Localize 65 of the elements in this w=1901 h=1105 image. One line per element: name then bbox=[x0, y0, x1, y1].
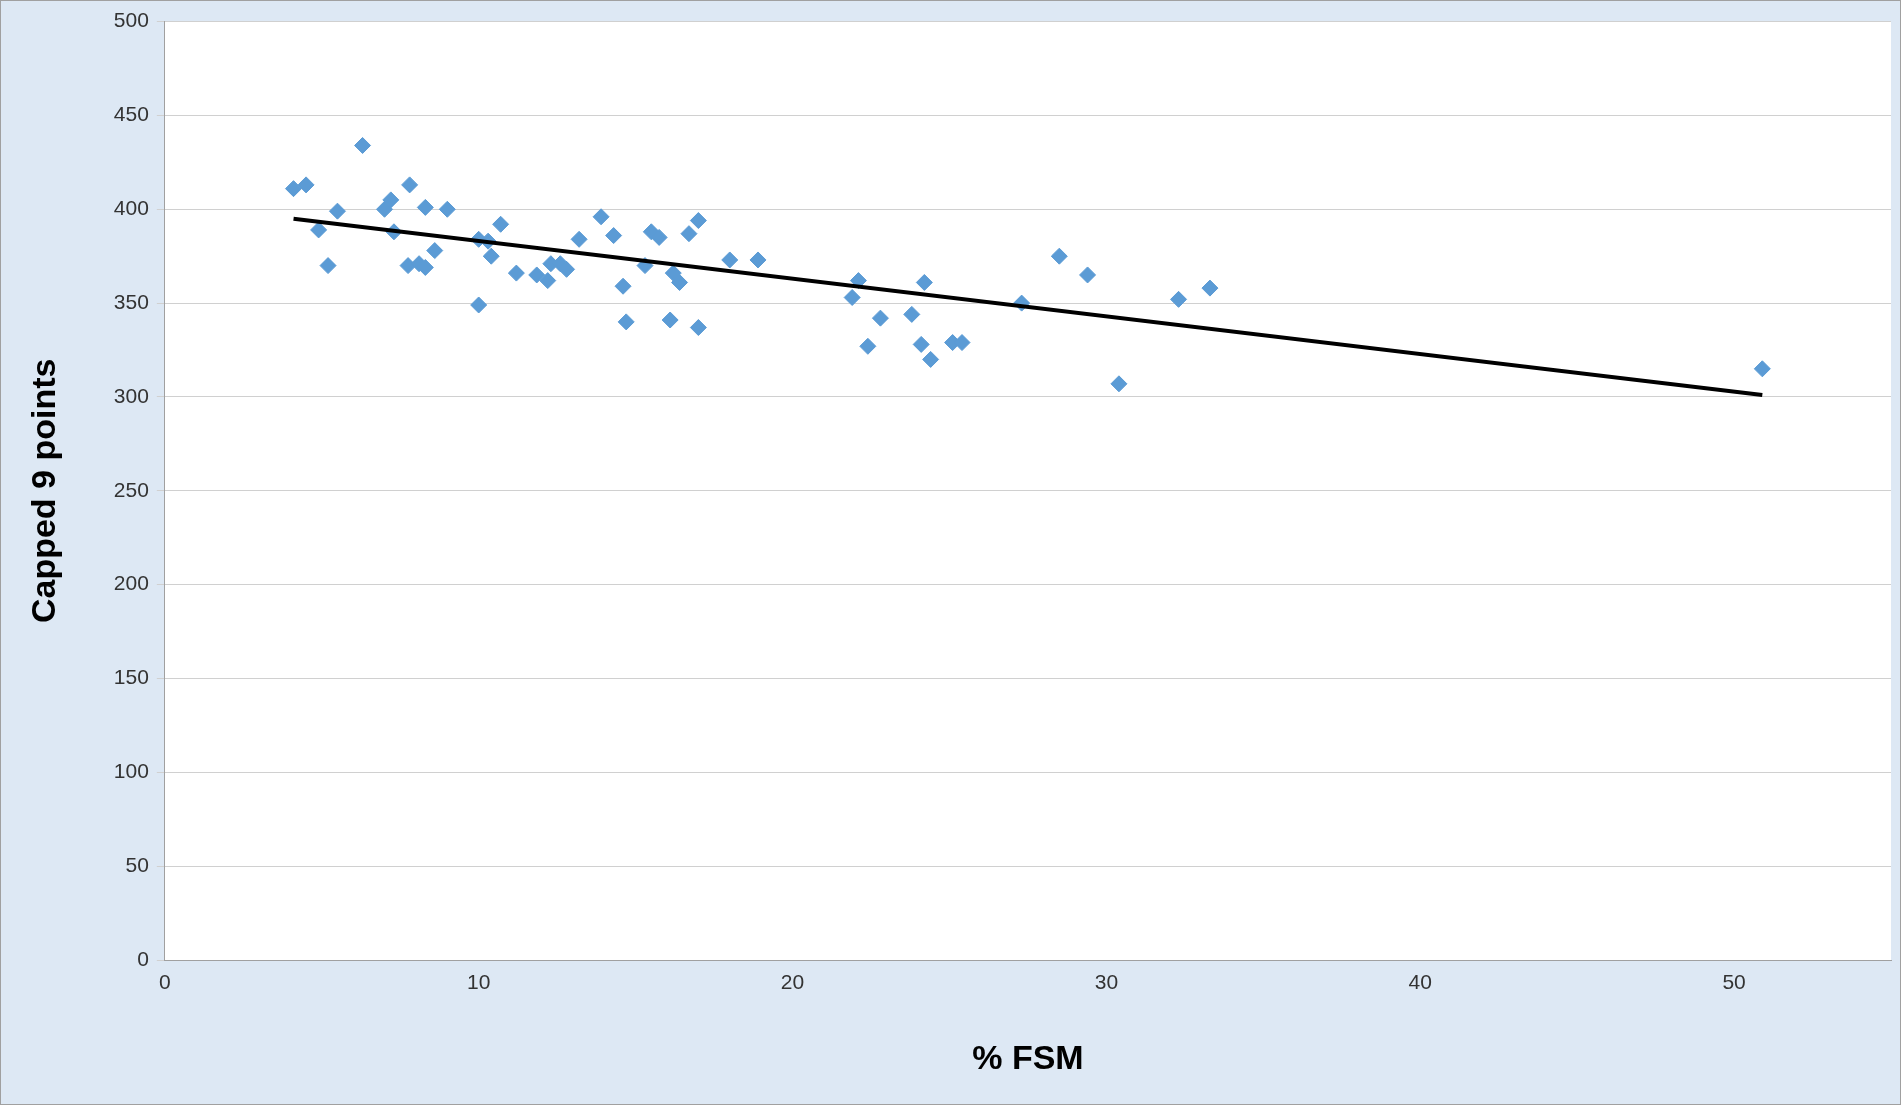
point bbox=[912, 335, 930, 353]
point bbox=[859, 337, 877, 355]
point bbox=[401, 176, 419, 194]
y-axis-title: Capped 9 points bbox=[23, 358, 62, 624]
point bbox=[297, 176, 315, 194]
point bbox=[354, 136, 372, 154]
point bbox=[470, 296, 488, 314]
point bbox=[328, 202, 346, 220]
point bbox=[689, 319, 707, 337]
point bbox=[507, 264, 525, 282]
point bbox=[382, 191, 400, 209]
point bbox=[650, 228, 668, 246]
x-tick-label: 50 bbox=[1722, 970, 1746, 994]
y-tick-label: 200 bbox=[113, 571, 149, 595]
point bbox=[721, 251, 739, 269]
point bbox=[614, 277, 632, 295]
y-tick-label: 150 bbox=[113, 665, 149, 689]
point bbox=[558, 260, 576, 278]
point bbox=[438, 200, 456, 218]
x-tick-label: 0 bbox=[158, 970, 171, 994]
point bbox=[426, 242, 444, 260]
y-tick-label: 250 bbox=[113, 477, 149, 501]
point bbox=[922, 350, 940, 368]
point bbox=[661, 311, 679, 329]
point bbox=[843, 288, 861, 306]
point bbox=[319, 257, 337, 275]
y-tick-label: 350 bbox=[113, 289, 149, 313]
point bbox=[592, 208, 610, 226]
point bbox=[1170, 290, 1188, 308]
point bbox=[570, 230, 588, 248]
point bbox=[1110, 375, 1128, 393]
point bbox=[689, 212, 707, 230]
x-tick-label: 10 bbox=[467, 970, 491, 994]
x-tick-label: 30 bbox=[1094, 970, 1119, 994]
point bbox=[416, 198, 434, 216]
point bbox=[310, 221, 328, 239]
y-tick-label: 50 bbox=[125, 852, 149, 876]
x-tick-label: 20 bbox=[780, 970, 805, 994]
point bbox=[528, 266, 546, 284]
point bbox=[399, 257, 417, 275]
point bbox=[664, 264, 682, 282]
point bbox=[1201, 279, 1219, 297]
point bbox=[1753, 360, 1771, 378]
point bbox=[915, 273, 933, 291]
point bbox=[482, 247, 500, 265]
point bbox=[617, 313, 635, 331]
x-axis-title: % FSM bbox=[972, 1037, 1084, 1076]
point bbox=[680, 225, 698, 243]
x-tick-label: 40 bbox=[1408, 970, 1432, 994]
point bbox=[539, 272, 557, 290]
point bbox=[871, 309, 889, 327]
y-tick-label: 500 bbox=[113, 8, 149, 32]
y-tick-label: 300 bbox=[113, 383, 149, 407]
y-tick-label: 450 bbox=[113, 102, 149, 126]
point bbox=[903, 305, 921, 323]
y-tick-label: 100 bbox=[113, 759, 149, 783]
point bbox=[671, 273, 689, 291]
point bbox=[605, 227, 623, 245]
point bbox=[1079, 266, 1097, 284]
point bbox=[1050, 247, 1068, 265]
point bbox=[492, 215, 510, 233]
y-tick-label: 0 bbox=[137, 946, 149, 970]
y-tick-label: 400 bbox=[113, 196, 149, 220]
point bbox=[285, 180, 303, 198]
point bbox=[749, 251, 767, 269]
